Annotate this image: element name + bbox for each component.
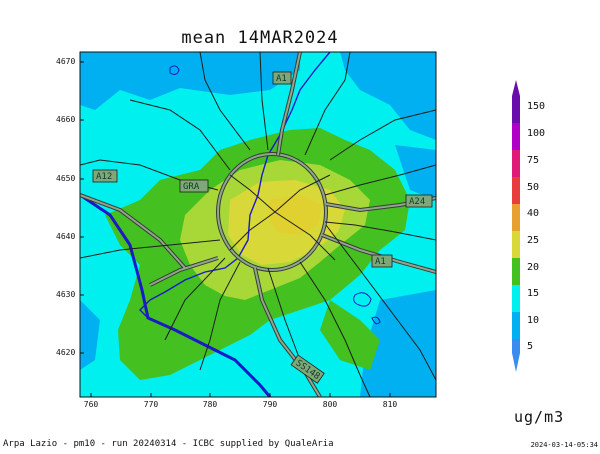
footer-timestamp: 2024-03-14-05:34 xyxy=(530,441,598,449)
colorbar-label: 25 xyxy=(527,235,540,246)
road-label-a1-north: A1 xyxy=(276,74,287,84)
y-tick-label: 4670 xyxy=(56,57,76,66)
x-tick-label: 810 xyxy=(382,400,398,409)
colorbar-label: 5 xyxy=(527,341,534,352)
road-label-a12: A12 xyxy=(96,172,112,182)
road-label-a1-south: A1 xyxy=(375,257,386,267)
y-tick-label: 4630 xyxy=(56,290,76,299)
x-tick-label: 770 xyxy=(143,400,159,409)
x-tick-label: 800 xyxy=(322,400,338,409)
road-label-gra: GRA xyxy=(183,182,200,192)
unit-label: ug/m3 xyxy=(514,408,565,426)
footer-caption: Arpa Lazio - pm10 - run 20240314 - ICBC … xyxy=(3,439,334,449)
colorbar-label: 15 xyxy=(527,288,540,299)
x-tick-label: 790 xyxy=(262,400,278,409)
y-tick-label: 4650 xyxy=(56,174,76,183)
x-tick-label: 780 xyxy=(202,400,218,409)
y-tick-label: 4620 xyxy=(56,348,76,357)
colorbar-label: 20 xyxy=(527,262,540,273)
y-tick-label: 4640 xyxy=(56,232,76,241)
colorbar-label: 100 xyxy=(527,128,546,139)
colorbar-label: 150 xyxy=(527,101,546,112)
colorbar-label: 10 xyxy=(527,315,540,326)
x-tick-label: 760 xyxy=(83,400,99,409)
y-tick-label: 4660 xyxy=(56,115,76,124)
map-title: mean 14MAR2024 xyxy=(181,28,339,48)
colorbar-label: 50 xyxy=(527,182,540,193)
colorbar xyxy=(512,80,520,372)
axis-ticks xyxy=(80,61,391,397)
road-label-a24: A24 xyxy=(409,197,425,207)
colorbar-label: 40 xyxy=(527,208,540,219)
map-frame xyxy=(79,51,437,398)
colorbar-label: 75 xyxy=(527,155,540,166)
